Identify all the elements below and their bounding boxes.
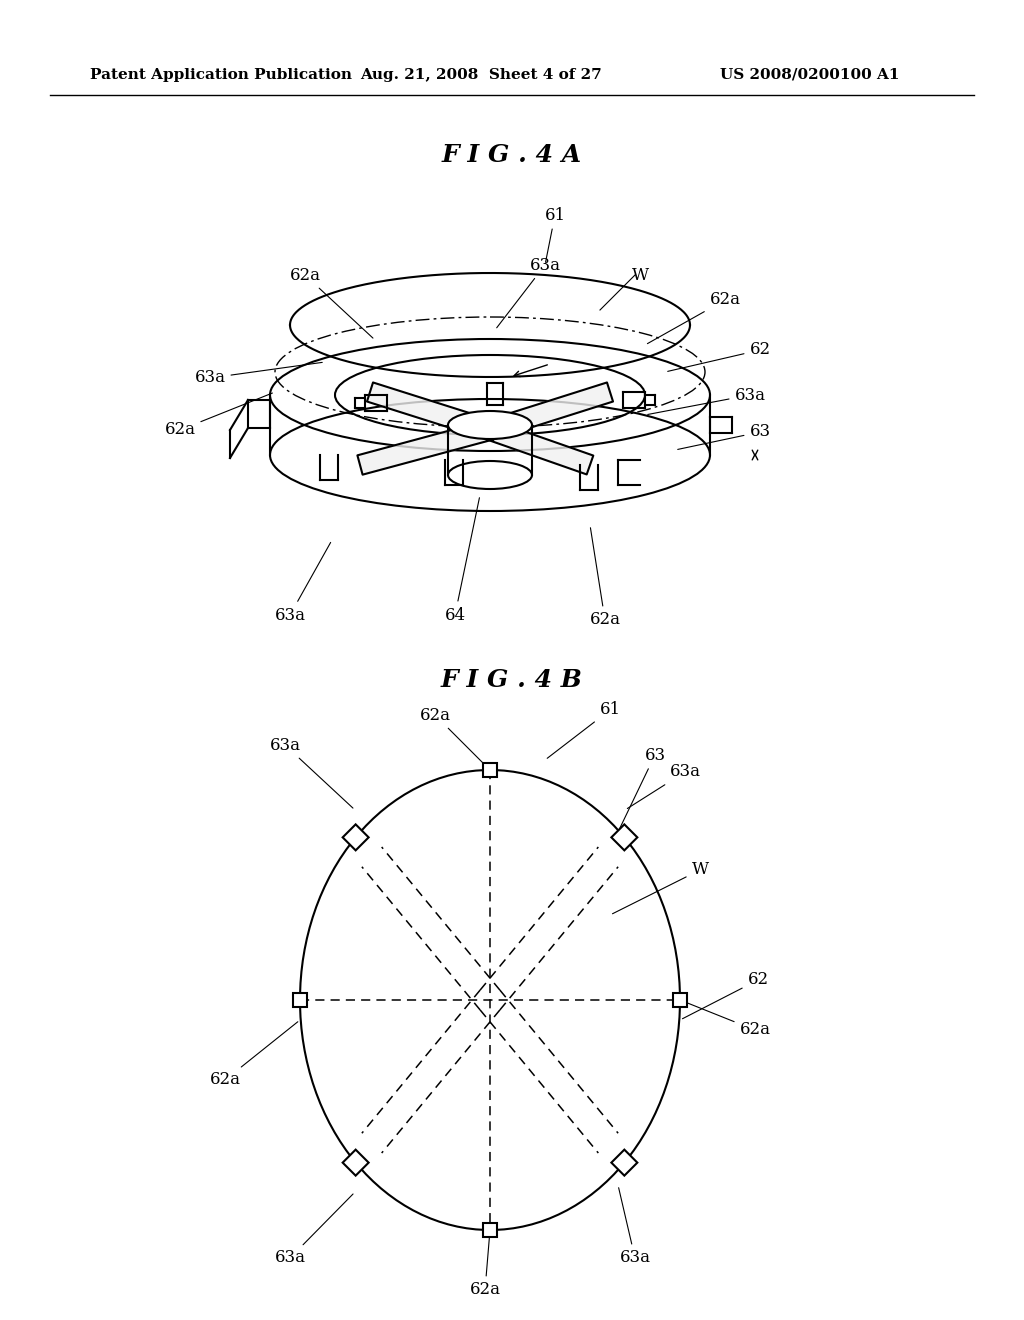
Ellipse shape: [335, 355, 645, 436]
Text: Aug. 21, 2008  Sheet 4 of 27: Aug. 21, 2008 Sheet 4 of 27: [360, 69, 602, 82]
Text: 61: 61: [547, 701, 621, 758]
Text: 62a: 62a: [290, 267, 373, 338]
Polygon shape: [357, 420, 493, 475]
Bar: [673, 993, 687, 1007]
Text: 63: 63: [678, 424, 771, 449]
Polygon shape: [611, 825, 637, 850]
Text: 62: 62: [682, 972, 769, 1019]
Text: 62a: 62a: [683, 1001, 770, 1039]
Text: 63: 63: [620, 747, 666, 829]
Ellipse shape: [449, 411, 532, 440]
Text: 62a: 62a: [590, 528, 621, 628]
Text: 63a: 63a: [618, 1188, 650, 1266]
Polygon shape: [486, 421, 593, 474]
Text: 63a: 63a: [628, 763, 700, 809]
Text: 64: 64: [444, 498, 479, 623]
Polygon shape: [367, 383, 493, 440]
Bar: [483, 1224, 497, 1237]
Text: 62a: 62a: [647, 292, 740, 343]
Text: 62a: 62a: [469, 1233, 501, 1299]
Ellipse shape: [300, 770, 680, 1230]
Polygon shape: [343, 825, 369, 850]
Text: 62a: 62a: [165, 393, 272, 438]
Ellipse shape: [449, 461, 532, 488]
Text: 62a: 62a: [420, 706, 488, 768]
Text: Patent Application Publication: Patent Application Publication: [90, 69, 352, 82]
Polygon shape: [611, 1150, 637, 1176]
Text: W: W: [632, 267, 648, 284]
Polygon shape: [487, 383, 613, 440]
Text: 62: 62: [668, 342, 771, 371]
Bar: [483, 763, 497, 777]
Text: 62a: 62a: [210, 1022, 298, 1089]
Text: 63a: 63a: [195, 363, 323, 387]
Text: F I G . 4 B: F I G . 4 B: [441, 668, 583, 692]
Text: 61: 61: [545, 206, 565, 263]
Text: 63a: 63a: [274, 1195, 353, 1266]
Text: W: W: [612, 862, 709, 913]
Text: F I G . 4 A: F I G . 4 A: [442, 143, 582, 168]
Text: 63a: 63a: [274, 543, 331, 623]
Polygon shape: [343, 1150, 369, 1176]
Text: US 2008/0200100 A1: US 2008/0200100 A1: [720, 69, 899, 82]
Text: 63a: 63a: [497, 256, 560, 327]
Text: 63a: 63a: [269, 737, 353, 808]
Text: 63a: 63a: [648, 387, 766, 414]
Bar: [293, 993, 307, 1007]
